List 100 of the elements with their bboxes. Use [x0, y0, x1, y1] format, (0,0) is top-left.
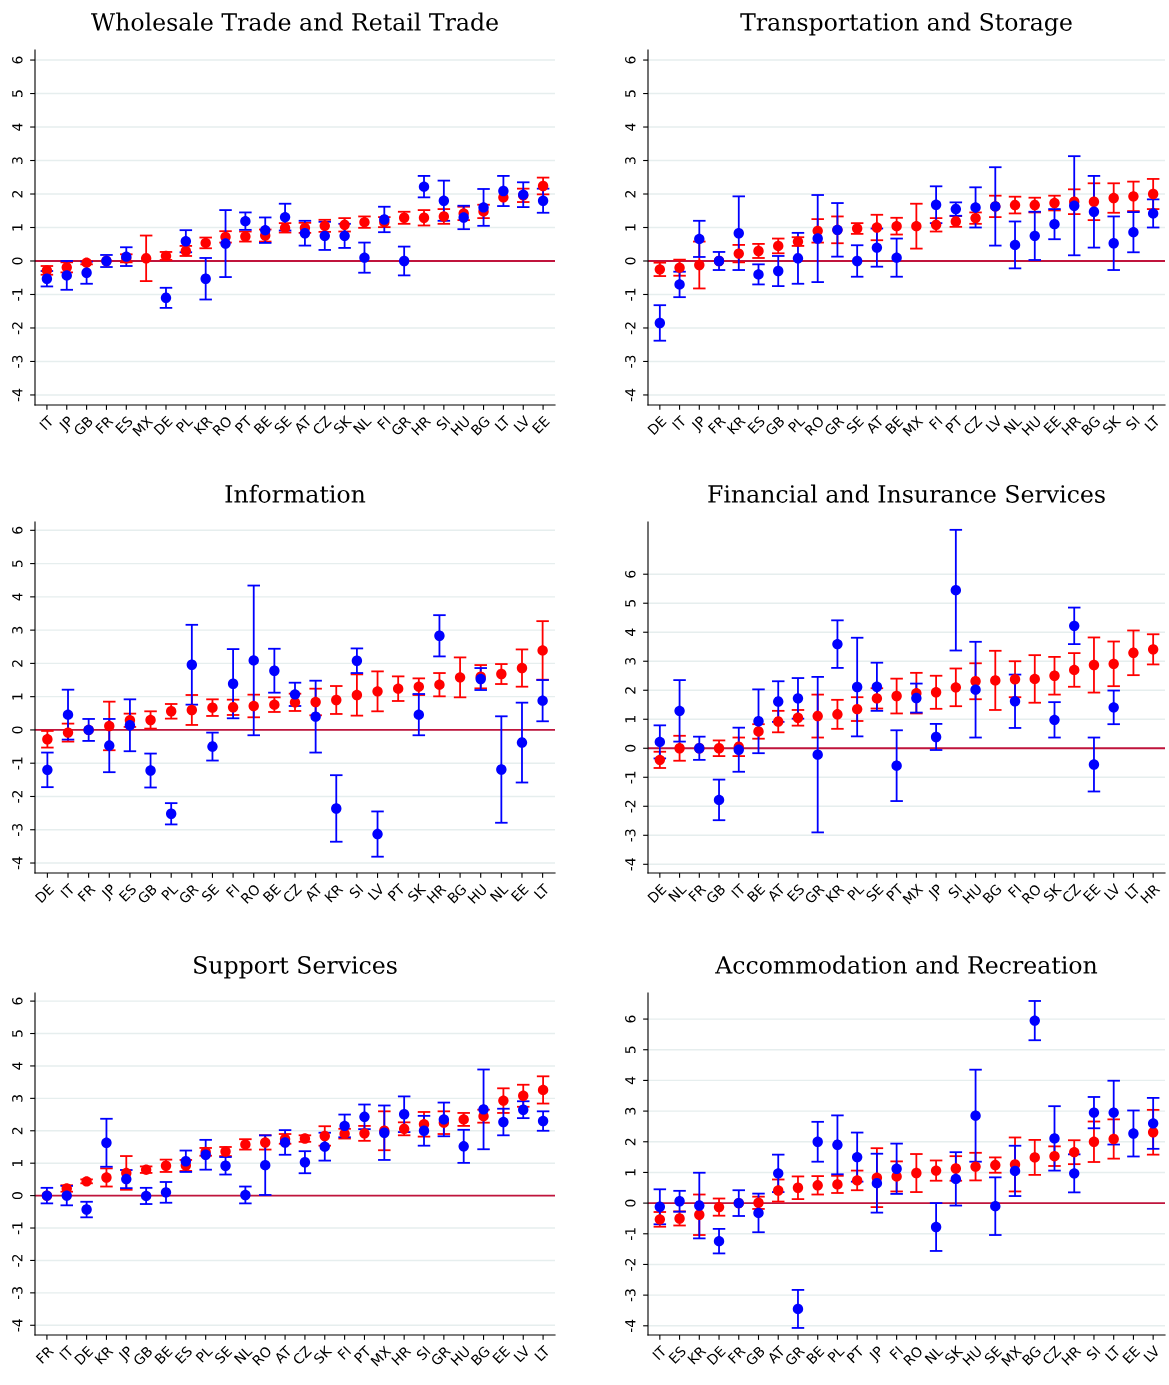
- y-tick-label: -1: [625, 288, 636, 301]
- x-tick-label: BE: [154, 1345, 173, 1365]
- y-tick-label: 0: [12, 257, 23, 265]
- x-tick-label: SE: [983, 1345, 1003, 1365]
- chart-title: Wholesale Trade and Retail Trade: [91, 12, 498, 31]
- y-tick-label: 6: [625, 56, 636, 64]
- x-tick-label: PL: [175, 415, 194, 433]
- y-tick-label: -2: [12, 322, 23, 335]
- x-tick-label: KR: [726, 415, 746, 435]
- x-tick-label: RO: [251, 1345, 273, 1366]
- y-tick-label: 1: [12, 224, 23, 231]
- x-tick-label: CZ: [292, 1345, 313, 1366]
- x-tick-label: MX: [132, 415, 154, 437]
- chart-title: Transportation and Storage: [740, 12, 1072, 36]
- y-tick-label: 2: [625, 687, 636, 694]
- x-tick-label: DE: [34, 883, 55, 903]
- y-tick-label: 5: [625, 90, 636, 97]
- y-tick-label: 4: [12, 123, 23, 131]
- x-tick-label: IT: [39, 415, 55, 431]
- y-tick-label: 3: [12, 626, 23, 634]
- x-tick-label: NL: [233, 1345, 253, 1365]
- x-tick-label: BE: [884, 415, 904, 435]
- y-tick-label: 3: [625, 657, 636, 665]
- x-tick-label: AT: [304, 883, 324, 903]
- y-tick-label: -4: [12, 1319, 23, 1332]
- x-tick-label: FR: [688, 883, 707, 902]
- x-tick-label: RO: [1021, 883, 1042, 904]
- x-tick-label: PL: [161, 883, 179, 901]
- x-tick-label: HU: [467, 883, 488, 904]
- x-tick-label: FI: [928, 415, 943, 430]
- y-tick-label: -2: [625, 1258, 636, 1271]
- x-tick-label: IT: [652, 1345, 668, 1361]
- y-tick-label: -2: [12, 790, 23, 803]
- y-tick-label: 6: [12, 56, 23, 64]
- y-tick-label: 3: [12, 1095, 23, 1102]
- y-tick-label: -1: [625, 771, 636, 784]
- x-tick-label: FI: [1007, 883, 1022, 898]
- x-tick-label: FI: [377, 415, 391, 430]
- x-tick-label: IT: [731, 883, 747, 899]
- x-tick-label: BE: [262, 883, 282, 903]
- y-tick-label: 1: [12, 1160, 23, 1167]
- x-tick-label: HU: [962, 883, 983, 904]
- x-tick-label: GB: [705, 883, 726, 905]
- x-tick-label: SK: [332, 414, 353, 435]
- y-tick-label: -1: [12, 288, 23, 301]
- x-tick-label: FI: [225, 883, 240, 898]
- y-tick-label: -1: [625, 1228, 636, 1241]
- y-tick-label: 4: [625, 1076, 636, 1085]
- x-tick-label: SK: [1101, 414, 1122, 435]
- y-tick-label: -4: [12, 388, 23, 402]
- chart-title: Support Services: [194, 956, 397, 979]
- x-tick-label: DE: [706, 1345, 726, 1365]
- y-tick-label: -2: [625, 322, 636, 335]
- x-tick-label: JP: [100, 883, 119, 902]
- x-tick-label: BE: [806, 1345, 825, 1365]
- x-tick-label: RO: [240, 883, 261, 904]
- x-tick-label: HU: [962, 1345, 983, 1366]
- x-tick-label: CZ: [311, 415, 332, 436]
- x-tick-label: LT: [1104, 1345, 1122, 1362]
- x-tick-label: HU: [1021, 415, 1042, 436]
- x-tick-label: HU: [450, 415, 471, 436]
- y-tick-label: 0: [625, 1199, 636, 1207]
- x-tick-label: LT: [534, 1345, 551, 1362]
- x-tick-label: FR: [35, 1345, 55, 1364]
- x-tick-label: CZ: [282, 883, 303, 904]
- y-tick-label: 0: [625, 257, 636, 265]
- x-tick-label: PT: [387, 882, 406, 902]
- y-tick-label: 3: [625, 1107, 636, 1115]
- x-tick-label: GR: [430, 1345, 452, 1367]
- x-tick-label: LV: [985, 415, 1003, 433]
- y-tick-label: 3: [12, 157, 23, 164]
- x-tick-label: AT: [273, 1345, 293, 1365]
- y-tick-label: 4: [625, 123, 636, 131]
- x-tick-label: GB: [132, 1345, 154, 1367]
- y-tick-label: 1: [625, 224, 636, 231]
- x-tick-label: GB: [136, 883, 158, 905]
- x-tick-label: NL: [668, 883, 687, 903]
- x-tick-label: SK: [1042, 882, 1063, 903]
- y-tick-label: -4: [625, 1319, 636, 1333]
- y-tick-label: 5: [625, 1046, 636, 1054]
- y-tick-label: -3: [12, 355, 23, 368]
- y-tick-label: 0: [12, 726, 23, 734]
- y-tick-label: -4: [625, 858, 636, 871]
- y-tick-label: 5: [625, 600, 636, 607]
- x-tick-label: IT: [59, 1345, 75, 1361]
- x-tick-label: BG: [1080, 415, 1101, 436]
- x-tick-label: PL: [195, 1345, 214, 1363]
- y-tick-label: 6: [625, 570, 636, 578]
- x-tick-label: SK: [943, 1344, 964, 1365]
- x-tick-label: LT: [494, 415, 511, 432]
- x-tick-label: LT: [1124, 883, 1141, 900]
- x-tick-label: AT: [766, 1345, 786, 1365]
- y-tick-label: 2: [625, 1138, 636, 1146]
- x-tick-label: KR: [193, 415, 213, 435]
- x-tick-label: EE: [1122, 1345, 1141, 1364]
- y-tick-label: -3: [625, 1289, 636, 1302]
- x-tick-label: ES: [668, 1345, 687, 1364]
- x-tick-label: CZ: [1061, 883, 1082, 904]
- x-tick-label: CZ: [1041, 1345, 1062, 1366]
- y-tick-label: 5: [12, 1030, 23, 1037]
